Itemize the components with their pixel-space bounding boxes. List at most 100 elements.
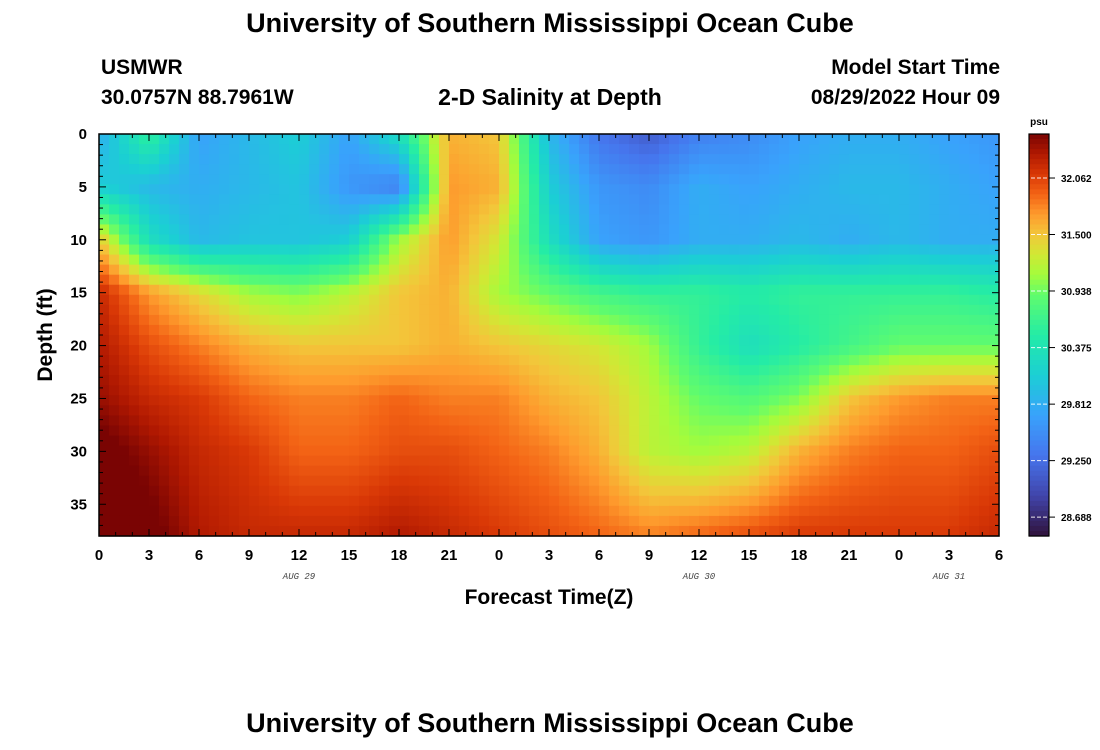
- heatmap-cell: [219, 214, 230, 226]
- heatmap-cell: [339, 345, 350, 356]
- heatmap-cell: [929, 234, 940, 246]
- heatmap-cell: [869, 525, 880, 537]
- heatmap-cell: [239, 154, 250, 165]
- heatmap-cell: [809, 294, 820, 306]
- heatmap-cell: [369, 475, 380, 487]
- heatmap-cell: [949, 184, 960, 195]
- heatmap-cell: [959, 304, 970, 316]
- footer-title: University of Southern Mississippi Ocean…: [246, 708, 854, 738]
- heatmap-cell: [249, 144, 260, 155]
- heatmap-cell: [949, 174, 960, 185]
- heatmap-cell: [809, 405, 820, 416]
- heatmap-cell: [989, 375, 1000, 386]
- heatmap-cell: [479, 495, 490, 507]
- heatmap-cell: [379, 435, 390, 447]
- heatmap-cell: [599, 455, 610, 467]
- heatmap-cell: [739, 194, 750, 205]
- heatmap-cell: [829, 224, 840, 236]
- heatmap-cell: [279, 525, 290, 537]
- heatmap-cell: [399, 445, 410, 457]
- heatmap-cell: [519, 144, 530, 155]
- heatmap-cell: [299, 234, 310, 246]
- heatmap-cell: [969, 214, 980, 226]
- heatmap-cell: [369, 525, 380, 537]
- heatmap-cell: [399, 435, 410, 447]
- heatmap-cell: [589, 254, 600, 266]
- heatmap-cell: [259, 515, 270, 527]
- heatmap-cell: [639, 445, 650, 457]
- heatmap-cell: [609, 435, 620, 447]
- heatmap-cell: [509, 134, 520, 145]
- heatmap-cell: [929, 294, 940, 306]
- heatmap-cell: [709, 335, 720, 346]
- heatmap-cell: [579, 164, 590, 175]
- heatmap-cell: [789, 485, 800, 497]
- heatmap-cell: [359, 345, 370, 356]
- heatmap-cell: [839, 505, 850, 517]
- heatmap-cell: [639, 324, 650, 336]
- heatmap-cell: [789, 495, 800, 507]
- heatmap-cell: [629, 204, 640, 215]
- heatmap-cell: [509, 425, 520, 437]
- heatmap-cell: [269, 485, 280, 497]
- heatmap-cell: [199, 355, 210, 366]
- heatmap-cell: [809, 465, 820, 477]
- heatmap-cell: [299, 144, 310, 155]
- heatmap-cell: [99, 395, 110, 406]
- heatmap-cell: [559, 495, 570, 507]
- heatmap-cell: [889, 495, 900, 507]
- heatmap-cell: [609, 244, 620, 256]
- heatmap-cell: [119, 345, 130, 356]
- heatmap-cell: [339, 264, 350, 276]
- heatmap-cell: [749, 274, 760, 286]
- heatmap-cell: [279, 425, 290, 437]
- heatmap-cell: [589, 345, 600, 356]
- salinity-heatmap-chart: 0 3 6 9 12 15 18 21 0 3 6 9 12 15 18 21 0 3 6 051015202530…: [34, 117, 1092, 609]
- heatmap-cell: [789, 425, 800, 437]
- heatmap-cell: [989, 244, 1000, 256]
- heatmap-cell: [229, 224, 240, 236]
- heatmap-cell: [939, 134, 950, 145]
- heatmap-cell: [549, 425, 560, 437]
- heatmap-cell: [239, 144, 250, 155]
- heatmap-cell: [169, 335, 180, 346]
- heatmap-cell: [239, 515, 250, 527]
- heatmap-cell: [269, 254, 280, 266]
- heatmap-cell: [359, 144, 370, 155]
- heatmap-cell: [679, 415, 690, 427]
- heatmap-cell: [289, 284, 300, 296]
- heatmap-cell: [699, 355, 710, 366]
- heatmap-cell: [349, 505, 360, 517]
- colorbar-segment: [1029, 149, 1049, 155]
- heatmap-cell: [759, 445, 770, 457]
- heatmap-cell: [659, 415, 670, 427]
- heatmap-cell: [529, 154, 540, 165]
- heatmap-cell: [319, 144, 330, 155]
- heatmap-cell: [799, 375, 810, 386]
- heatmap-cell: [799, 425, 810, 437]
- heatmap-cell: [159, 395, 170, 406]
- heatmap-cell: [629, 174, 640, 185]
- heatmap-cell: [489, 214, 500, 226]
- heatmap-cell: [259, 495, 270, 507]
- heatmap-cell: [349, 274, 360, 286]
- heatmap-cell: [669, 154, 680, 165]
- heatmap-cell: [899, 445, 910, 457]
- heatmap-cell: [929, 264, 940, 276]
- heatmap-cell: [209, 525, 220, 537]
- heatmap-cell: [859, 505, 870, 517]
- heatmap-cell: [249, 284, 260, 296]
- heatmap-cell: [599, 174, 610, 185]
- heatmap-cell: [979, 264, 990, 276]
- heatmap-cell: [949, 314, 960, 326]
- heatmap-cell: [629, 234, 640, 246]
- heatmap-cell: [409, 375, 420, 386]
- heatmap-cell: [429, 455, 440, 467]
- heatmap-cell: [389, 525, 400, 537]
- colorbar-segment: [1029, 335, 1049, 341]
- heatmap-cell: [749, 475, 760, 487]
- heatmap-cell: [799, 395, 810, 406]
- heatmap-cell: [339, 405, 350, 416]
- heatmap-cell: [779, 284, 790, 296]
- heatmap-cell: [269, 395, 280, 406]
